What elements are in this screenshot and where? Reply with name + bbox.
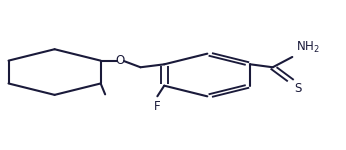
Text: S: S bbox=[294, 82, 302, 95]
Text: NH$_2$: NH$_2$ bbox=[296, 40, 320, 56]
Text: O: O bbox=[116, 54, 125, 67]
Text: F: F bbox=[154, 100, 161, 113]
